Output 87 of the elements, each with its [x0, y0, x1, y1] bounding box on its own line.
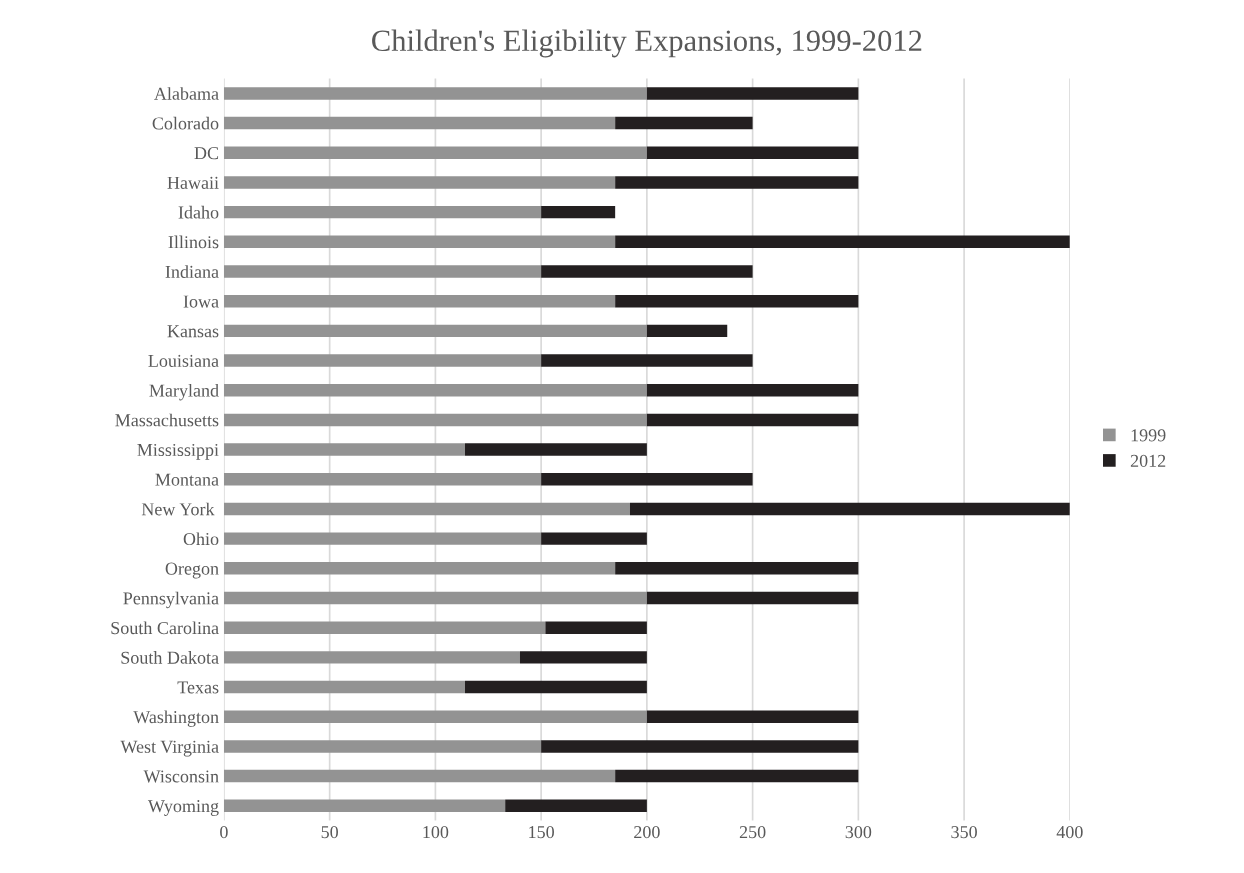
y-tick-label: South Dakota — [121, 651, 219, 664]
bar — [223, 562, 616, 575]
y-tick-label: South Carolina — [111, 621, 219, 635]
x-tick-label: 300 — [845, 826, 872, 839]
y-tick-label: Colorado — [152, 116, 219, 130]
x-tick-label: 100 — [423, 826, 449, 839]
y-tick-label: Wisconsin — [143, 770, 219, 783]
y-tick-label: Indiana — [165, 265, 219, 278]
y-tick-label: Washington — [133, 710, 219, 727]
bar — [615, 294, 859, 308]
x-tick-label: 200 — [634, 826, 660, 839]
y-tick-label: West Virginia — [120, 740, 219, 757]
bar — [541, 265, 753, 278]
y-tick-label: Wyoming — [147, 800, 219, 816]
bar — [223, 591, 647, 605]
bar — [646, 146, 859, 160]
y-tick-label: Iowa — [183, 295, 219, 308]
y-tick-label: Louisiana — [148, 354, 219, 367]
x-tick-label: 0 — [220, 826, 228, 839]
bar — [541, 740, 859, 753]
bar — [629, 502, 1070, 516]
bar — [223, 176, 616, 189]
bar — [223, 116, 616, 130]
bar — [615, 769, 859, 783]
bar — [465, 443, 647, 456]
y-tick-label: Alabama — [154, 87, 219, 100]
y-tick-label: Illinois — [168, 235, 219, 249]
bar — [223, 354, 542, 367]
bar — [223, 413, 647, 427]
bar — [223, 146, 647, 160]
y-tick-label: Hawaii — [167, 176, 219, 189]
bar — [223, 87, 647, 100]
bar — [223, 710, 647, 723]
bar — [646, 324, 728, 338]
y-tick-label: Texas — [177, 681, 219, 694]
bar — [505, 799, 647, 813]
y-tick-label: Idaho — [178, 205, 219, 219]
bar — [541, 473, 753, 486]
bar — [223, 651, 520, 664]
y-tick-label: DC — [194, 147, 219, 160]
y-tick-label: Montana — [155, 473, 219, 486]
bar — [541, 532, 647, 545]
bar — [646, 413, 859, 427]
bar — [223, 769, 616, 783]
bar — [519, 651, 647, 664]
y-tick-label: New York — [141, 502, 215, 516]
bar — [646, 87, 859, 100]
bar — [646, 591, 859, 605]
y-tick-label: Maryland — [149, 383, 219, 401]
bar — [223, 384, 647, 397]
bar — [223, 799, 506, 813]
bar — [223, 265, 542, 278]
y-tick-label: Mississippi — [137, 443, 219, 460]
bar — [223, 532, 542, 545]
bar — [541, 205, 616, 219]
bar — [223, 205, 542, 219]
y-tick-label: Ohio — [183, 532, 219, 546]
bar — [223, 621, 546, 634]
bar — [615, 235, 1070, 249]
x-tick-label: 250 — [739, 826, 766, 839]
chart-title: Children's Eligibility Expansions, 1999-2012 — [372, 29, 922, 58]
bar — [223, 324, 647, 338]
bar — [615, 562, 859, 575]
bar — [465, 680, 647, 694]
bar — [223, 740, 542, 753]
x-tick-label: 50 — [321, 826, 338, 839]
bar — [223, 502, 630, 516]
bar — [223, 294, 616, 308]
x-tick-label: 400 — [1056, 826, 1083, 839]
bar — [541, 354, 753, 367]
bar — [223, 443, 466, 456]
y-tick-label: Pennsylvania — [123, 591, 219, 609]
bar — [223, 473, 542, 486]
bar — [545, 621, 647, 634]
y-tick-label: Oregon — [165, 562, 219, 579]
bar — [646, 384, 859, 397]
bar — [223, 235, 616, 249]
bar — [615, 176, 859, 189]
legend-label: 1999 — [1131, 429, 1166, 442]
x-tick-label: 350 — [951, 826, 977, 839]
bar — [615, 116, 753, 130]
y-tick-label: Massachusetts — [115, 413, 219, 427]
x-tick-label: 150 — [529, 826, 554, 839]
legend-label: 2012 — [1130, 454, 1166, 467]
bar — [223, 680, 466, 694]
bar — [646, 710, 859, 723]
y-tick-label: Kansas — [167, 325, 219, 338]
